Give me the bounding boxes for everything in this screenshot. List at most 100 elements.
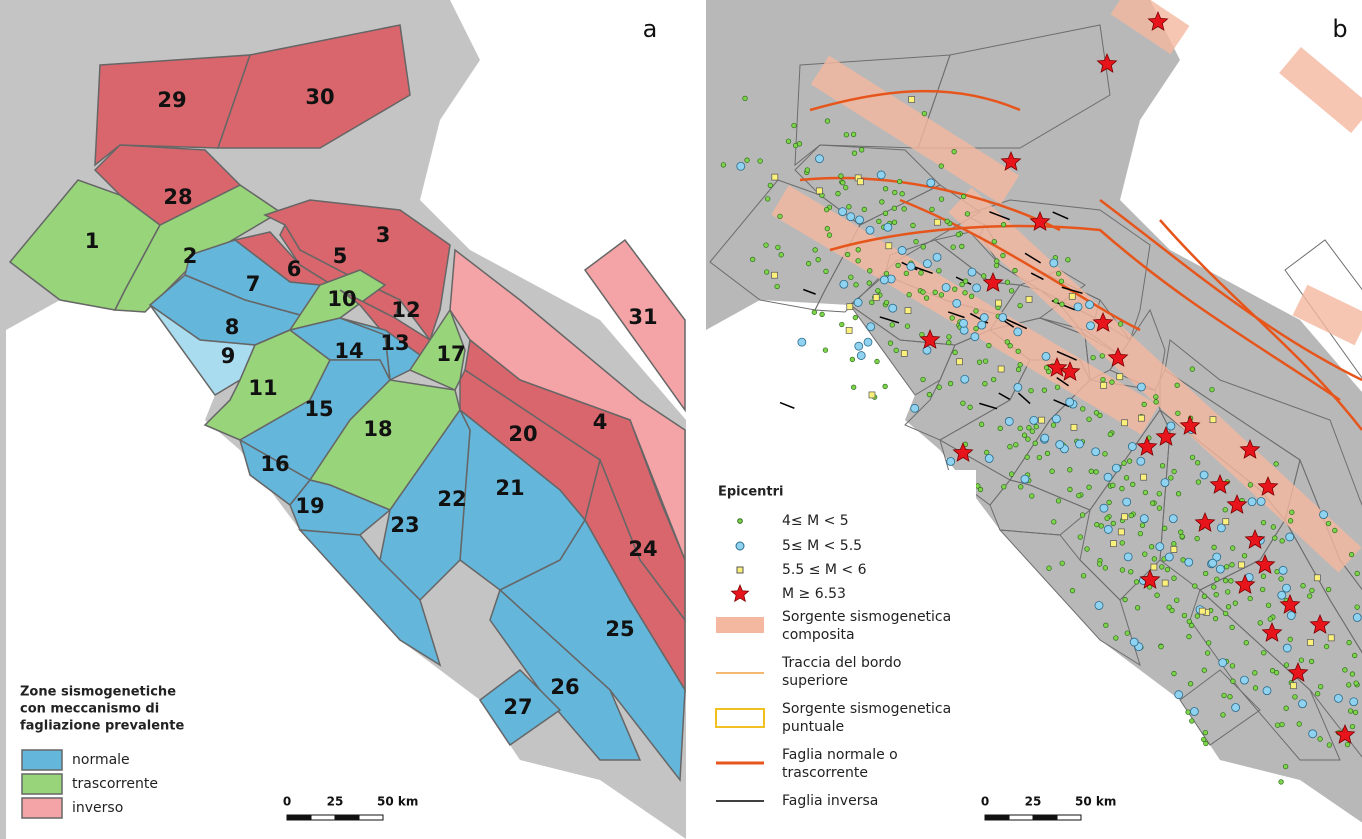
epicentre-small <box>1155 593 1160 598</box>
epicentre-small <box>854 282 859 287</box>
epicentre-small <box>1060 561 1065 566</box>
epicentre-large <box>1307 639 1313 645</box>
legend-label: 5.5 ≤ M < 6 <box>782 562 867 578</box>
epicentre-small <box>836 191 841 196</box>
epicentre-small <box>1110 380 1115 385</box>
epicentre-small <box>897 179 902 184</box>
epicentre-small <box>1160 463 1165 468</box>
epicentre-small <box>1111 521 1116 526</box>
epicentre-small <box>904 271 909 276</box>
epicentre-small <box>859 148 864 153</box>
epicentre-small <box>1297 722 1302 727</box>
epicentre-small <box>911 223 916 228</box>
epicentre-small <box>920 332 925 337</box>
epicentre-medium <box>1140 515 1148 523</box>
epicentre-medium <box>999 313 1007 321</box>
epicentre-small <box>1154 400 1159 405</box>
legend-label: M ≥ 6.53 <box>782 586 846 602</box>
epicentre-medium <box>1075 440 1083 448</box>
epicentre-small <box>1204 741 1209 746</box>
epicentre-small <box>1258 621 1263 626</box>
epicentre-small <box>1033 441 1038 446</box>
zone-label: 11 <box>248 376 277 400</box>
epicentre-medium <box>1030 416 1038 424</box>
panel-label: b <box>1332 15 1347 43</box>
epicentre-medium <box>1257 497 1265 505</box>
epicentre-medium <box>1052 415 1060 423</box>
epicentre-small <box>992 239 997 244</box>
zone-label: 9 <box>221 344 236 368</box>
legend-label: 5≤ M < 5.5 <box>782 538 862 554</box>
zone-label: 10 <box>327 287 356 311</box>
epicentre-small <box>1103 566 1108 571</box>
epicentre-medium <box>1200 471 1208 479</box>
legend-label: 4≤ M < 5 <box>782 513 849 529</box>
epicentre-medium <box>1124 553 1132 561</box>
epicentre-large <box>1117 374 1123 380</box>
epicentre-small <box>1348 709 1353 714</box>
page: {"panel_a": {"label": "a", "zones": ["1"… <box>0 0 1362 839</box>
epicentre-medium <box>1137 457 1145 465</box>
epicentre-small <box>1095 522 1100 527</box>
epicentre-small <box>1081 573 1086 578</box>
epicentre-small <box>1134 580 1139 585</box>
epicentre-medium <box>1219 659 1227 667</box>
epicentre-small <box>816 257 821 262</box>
epicentre-small <box>1034 424 1039 429</box>
epicentre-small <box>905 324 910 329</box>
epicentre-small <box>1288 637 1293 642</box>
epicentre-small <box>824 207 829 212</box>
epicentre-medium <box>1050 259 1058 267</box>
epicentre-small <box>1170 608 1175 613</box>
epicentre-small <box>1301 583 1306 588</box>
epicentre-medium <box>927 179 935 187</box>
epicentre-small <box>1221 713 1226 718</box>
epicentre-medium <box>1112 464 1120 472</box>
epicentre-small <box>1027 425 1032 430</box>
epicentre-small <box>1150 501 1155 506</box>
epicentre-small <box>827 233 832 238</box>
epicentre-small <box>884 300 889 305</box>
epicentre-small <box>1326 587 1331 592</box>
zone-label: 31 <box>628 305 657 329</box>
epicentre-small <box>1094 470 1099 475</box>
epicentre-small <box>779 252 784 257</box>
epicentre-small <box>1253 671 1258 676</box>
epicentre-small <box>853 315 858 320</box>
epicentre-small <box>862 207 867 212</box>
epicentre-small <box>1215 577 1220 582</box>
epicentre-small <box>1094 410 1099 415</box>
epicentre-small <box>1260 587 1265 592</box>
epicentre-small <box>851 132 856 137</box>
epicentre-small <box>750 257 755 262</box>
epicentre-small <box>991 377 996 382</box>
epicentre-small <box>1120 568 1125 573</box>
epicentre-small <box>984 450 989 455</box>
epicentre-small <box>1051 423 1056 428</box>
epicentre-small <box>974 309 979 314</box>
epicentre-small <box>1125 631 1130 636</box>
epicentre-small <box>1283 764 1288 769</box>
epicentre-small <box>914 239 919 244</box>
epicentre-small <box>1001 253 1006 258</box>
epicentre-small <box>1008 444 1013 449</box>
epicentre-medium <box>1086 301 1094 309</box>
epicentre-small <box>883 186 888 191</box>
epicentre-small <box>896 263 901 268</box>
epicentre-medium <box>1161 479 1169 487</box>
epicentre-small <box>1143 490 1148 495</box>
epicentre-large <box>1328 635 1334 641</box>
legend-symbol <box>716 617 764 633</box>
epicentre-medium <box>839 208 847 216</box>
epicentre-small <box>1231 679 1236 684</box>
epicentre-medium <box>889 304 897 312</box>
epicentre-small <box>1230 546 1235 551</box>
epicentre-small <box>921 245 926 250</box>
epicentre-small <box>765 197 770 202</box>
epicentre-small <box>1275 723 1280 728</box>
epicentre-small <box>1104 623 1109 628</box>
epicentre-small <box>806 261 811 266</box>
legend-symbol <box>736 542 744 550</box>
epicentre-large <box>1141 474 1147 480</box>
epicentre-small <box>1076 493 1081 498</box>
